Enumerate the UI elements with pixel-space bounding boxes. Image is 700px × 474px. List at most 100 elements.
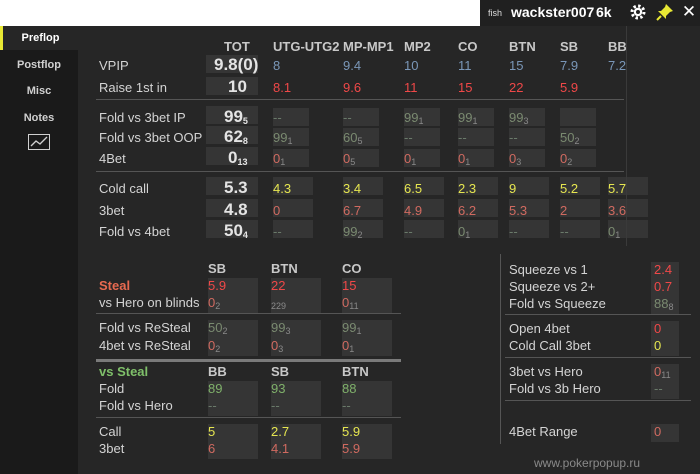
vs-hero-blinds-value[interactable]: 229 [271, 301, 287, 311]
vpip-value[interactable]: 9.4 [343, 58, 362, 73]
raise-first-in-value[interactable]: 11 [404, 80, 418, 95]
cold-call-value[interactable]: 3.4 [343, 181, 362, 196]
squeeze-vs-2-value[interactable]: 0.7 [654, 279, 673, 294]
fold-vs-4bet-value[interactable]: -- [560, 224, 569, 239]
vpip-value[interactable]: 7.2 [608, 58, 627, 73]
fold-3bet-oop-value[interactable]: -- [404, 130, 413, 145]
row-label-cold-call-3bet: Cold Call 3bet [509, 338, 591, 353]
vs-steal-fold-value[interactable]: 88 [342, 381, 357, 396]
stat-cell-bg [651, 262, 679, 280]
cold-call-value[interactable]: 4.3 [273, 181, 292, 196]
gear-icon[interactable] [628, 2, 648, 22]
3bet-value[interactable]: 6.2 [458, 203, 477, 218]
vs-steal-fold-hero-value[interactable]: -- [342, 398, 351, 413]
4bet-range-value[interactable]: 0 [654, 424, 662, 439]
fold-3bet-ip-value[interactable]: 991 [458, 110, 478, 126]
vs-steal-3bet-value[interactable]: 5.9 [342, 441, 361, 456]
tab-preflop[interactable]: Preflop [0, 26, 78, 50]
cold-call-value[interactable]: 5.7 [608, 181, 627, 196]
vs-steal-3bet-value[interactable]: 6 [208, 441, 216, 456]
fold-3bet-ip-value[interactable]: 991 [404, 110, 424, 126]
cold-call-value[interactable]: 6.5 [404, 181, 423, 196]
steal-value[interactable]: 15 [342, 278, 357, 293]
fold-3bet-oop-value[interactable]: -- [458, 130, 467, 145]
steal-value[interactable]: 22 [271, 278, 286, 293]
pin-icon[interactable] [656, 3, 674, 21]
fold-vs-resteal-value[interactable]: 502 [208, 320, 228, 336]
raise-first-in-value[interactable]: 22 [509, 80, 524, 95]
vs-steal-3bet-value[interactable]: 4.1 [271, 441, 290, 456]
col-header-bb: BB [608, 39, 627, 54]
close-icon[interactable]: ✕ [681, 2, 697, 21]
fold-vs-4bet-value[interactable]: -- [273, 224, 282, 239]
cold-call-value[interactable]: 5.2 [560, 181, 579, 196]
fold-vs-squeeze-value[interactable]: 888 [654, 296, 674, 312]
vpip-value[interactable]: 15 [509, 58, 524, 73]
tab-postflop[interactable]: Postflop [17, 59, 61, 71]
3bet-value[interactable]: 3.6 [608, 203, 627, 218]
stat-cell-bg [206, 77, 258, 95]
fold-3bet-ip-value[interactable]: 993 [509, 110, 529, 126]
fold-3bet-ip-value[interactable]: -- [343, 110, 352, 125]
4bet-value[interactable]: 05 [343, 151, 356, 167]
4bet-value[interactable]: 02 [560, 151, 573, 167]
cold-call-value[interactable]: 9 [509, 181, 517, 196]
tab-misc[interactable]: Misc [26, 85, 52, 97]
vs-steal-fold-hero-value[interactable]: -- [271, 398, 280, 413]
fold-vs-4bet-value[interactable]: -- [509, 224, 518, 239]
3bet-vs-hero-value[interactable]: 011 [654, 364, 671, 380]
graph-icon[interactable] [28, 134, 50, 150]
4bet-value[interactable]: 01 [404, 151, 417, 167]
fold-3bet-oop-value[interactable]: 991 [273, 130, 293, 146]
fold-vs-4bet-value[interactable]: -- [404, 224, 413, 239]
vpip-value[interactable]: 10 [404, 58, 419, 73]
fold-vs-4bet-value[interactable]: 01 [608, 224, 621, 240]
fold-vs-resteal-value[interactable]: 991 [342, 320, 362, 336]
fold-3bet-ip-value[interactable]: -- [273, 110, 282, 125]
vs-steal-fold-value[interactable]: 93 [271, 381, 286, 396]
raise-first-in-value[interactable]: 9.6 [343, 80, 362, 95]
fold-vs-4bet-value[interactable]: 992 [343, 224, 363, 240]
3bet-value[interactable]: 4.9 [404, 203, 423, 218]
4bet-value[interactable]: 01 [458, 151, 471, 167]
tab-notes[interactable]: Notes [23, 112, 55, 124]
4bet-value[interactable]: 03 [509, 151, 522, 167]
stat-cell-bg [208, 338, 258, 356]
squeeze-vs-1-value[interactable]: 2.4 [654, 262, 673, 277]
4bet-vs-resteal-value[interactable]: 01 [342, 338, 355, 354]
4bet-vs-resteal-value[interactable]: 03 [271, 338, 284, 354]
fold-vs-resteal-value[interactable]: 993 [271, 320, 291, 336]
vs-steal-call-value[interactable]: 5 [208, 424, 216, 439]
raise-first-in-value[interactable]: 15 [458, 80, 473, 95]
vs-hero-blinds-value[interactable]: 011 [342, 295, 359, 311]
vs-steal-fold-hero-value[interactable]: -- [208, 398, 217, 413]
vs-steal-fold-value[interactable]: 89 [208, 381, 223, 396]
vs-hero-blinds-value[interactable]: 02 [208, 295, 221, 311]
vs-steal-call-value[interactable]: 2.7 [271, 424, 290, 439]
3bet-value[interactable]: 0 [273, 203, 281, 218]
fold-vs-4bet-value[interactable]: 01 [458, 224, 471, 240]
4bet-vs-resteal-value[interactable]: 02 [208, 338, 221, 354]
3bet-value[interactable]: 2 [560, 203, 568, 218]
stat-cell-bg [208, 320, 258, 338]
vpip-value[interactable]: 7.9 [560, 58, 579, 73]
3bet-value[interactable]: 6.7 [343, 203, 362, 218]
fold-3bet-oop-value[interactable]: 502 [560, 130, 580, 146]
cold-call-3bet-value[interactable]: 0 [654, 338, 662, 353]
vpip-total: 9.8(0) [214, 55, 259, 74]
vpip-value[interactable]: 8 [273, 58, 281, 73]
vs-steal-call-value[interactable]: 5.9 [342, 424, 361, 439]
fold-vs-3b-hero-value[interactable]: -- [654, 381, 663, 396]
raise-first-in-value[interactable]: 8.1 [273, 80, 292, 95]
vpip-value[interactable]: 11 [458, 58, 472, 73]
cold-call-value[interactable]: 2.3 [458, 181, 477, 196]
4bet-value[interactable]: 01 [273, 151, 286, 167]
stat-cell-bg [404, 108, 440, 126]
steal-value[interactable]: 5.9 [208, 278, 227, 293]
open-4bet-value[interactable]: 0 [654, 321, 662, 336]
player-tag[interactable]: fish [488, 8, 503, 18]
fold-3bet-oop-value[interactable]: -- [509, 130, 518, 145]
raise-first-in-value[interactable]: 5.9 [560, 80, 579, 95]
3bet-value[interactable]: 5.3 [509, 203, 528, 218]
fold-3bet-oop-value[interactable]: 605 [343, 130, 363, 146]
